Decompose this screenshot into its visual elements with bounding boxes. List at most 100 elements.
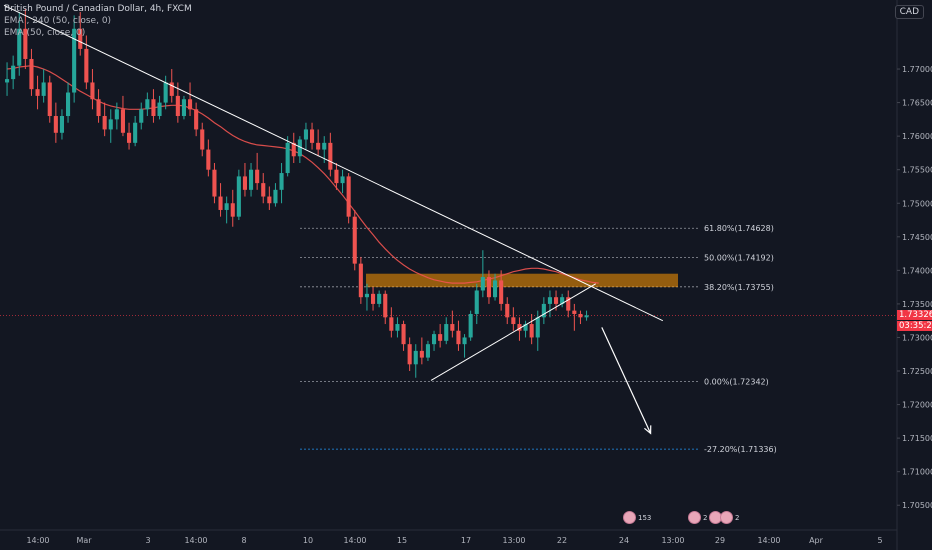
candle-body[interactable]: [151, 99, 156, 117]
candle-body[interactable]: [59, 116, 64, 133]
candle-body[interactable]: [407, 344, 412, 365]
economic-event-icon[interactable]: [623, 511, 636, 524]
candle-body[interactable]: [72, 28, 77, 93]
candle-body[interactable]: [474, 290, 479, 314]
candle-body[interactable]: [450, 324, 455, 331]
candle-body[interactable]: [316, 142, 321, 150]
candle-body[interactable]: [249, 169, 254, 190]
candle-body[interactable]: [358, 263, 363, 298]
candle-body[interactable]: [255, 169, 260, 184]
ascending-trendline[interactable]: [430, 283, 596, 381]
symbol-title[interactable]: British Pound / Canadian Dollar, 4h, FXC…: [4, 4, 192, 14]
candle-body[interactable]: [572, 310, 577, 314]
candle-body[interactable]: [236, 176, 241, 217]
candle-body[interactable]: [523, 324, 528, 331]
candle-body[interactable]: [29, 58, 34, 90]
candle-body[interactable]: [47, 82, 52, 117]
candle-body[interactable]: [230, 203, 235, 217]
candle-body[interactable]: [346, 176, 351, 217]
candle-body[interactable]: [11, 65, 16, 80]
candle-body[interactable]: [133, 122, 138, 143]
candle-body[interactable]: [499, 280, 504, 304]
projection-arrow-shaft[interactable]: [601, 327, 652, 434]
candle-body[interactable]: [194, 109, 199, 130]
candle-body[interactable]: [291, 142, 296, 157]
candle-body[interactable]: [297, 139, 302, 157]
candle-body[interactable]: [53, 116, 58, 133]
candle-body[interactable]: [511, 317, 516, 325]
candle-body[interactable]: [261, 183, 266, 197]
economic-event-icon[interactable]: [720, 511, 733, 524]
candle-body[interactable]: [206, 149, 211, 170]
event-group-3[interactable]: 2: [720, 511, 739, 524]
candle-body[interactable]: [114, 109, 119, 120]
candle-body[interactable]: [242, 176, 247, 190]
candle-body[interactable]: [5, 79, 10, 83]
economic-event-icon[interactable]: [688, 511, 701, 524]
candle-body[interactable]: [23, 28, 28, 59]
candle-body[interactable]: [175, 95, 180, 117]
candle-body[interactable]: [438, 334, 443, 341]
candle-body[interactable]: [102, 116, 107, 130]
ema-50-label[interactable]: EMA (50, close, 0): [4, 28, 86, 38]
candle-body[interactable]: [96, 99, 101, 117]
descending-trendline[interactable]: [3, 4, 664, 322]
candle-body[interactable]: [303, 129, 308, 140]
projection-arrow-head-icon[interactable]: [644, 425, 652, 435]
candle-body[interactable]: [425, 344, 430, 358]
candle-body[interactable]: [120, 109, 125, 133]
event-group-1[interactable]: 153: [623, 511, 651, 524]
candle-body[interactable]: [517, 324, 522, 331]
candle-body[interactable]: [145, 99, 150, 110]
candle-body[interactable]: [432, 334, 437, 345]
candle-body[interactable]: [340, 176, 345, 184]
candle-body[interactable]: [35, 89, 40, 96]
candle-body[interactable]: [90, 82, 95, 100]
candle-body[interactable]: [78, 28, 83, 49]
candle-body[interactable]: [486, 277, 491, 298]
candle-body[interactable]: [322, 142, 327, 150]
candle-body[interactable]: [108, 119, 113, 130]
candle-body[interactable]: [163, 82, 168, 103]
candle-body[interactable]: [584, 315, 589, 318]
candle-body[interactable]: [17, 28, 22, 66]
candle-body[interactable]: [41, 82, 46, 96]
candle-body[interactable]: [554, 297, 559, 304]
candle-body[interactable]: [273, 189, 278, 204]
candle-body[interactable]: [541, 303, 546, 318]
candle-body[interactable]: [66, 92, 71, 117]
candle-body[interactable]: [188, 99, 193, 110]
candle-body[interactable]: [401, 324, 406, 345]
candle-body[interactable]: [505, 303, 510, 318]
candle-body[interactable]: [529, 324, 534, 338]
candle-body[interactable]: [334, 169, 339, 184]
candle-body[interactable]: [535, 317, 540, 338]
candle-body[interactable]: [566, 297, 571, 311]
candle-body[interactable]: [181, 99, 186, 117]
candle-body[interactable]: [480, 277, 485, 291]
candle-body[interactable]: [468, 313, 473, 338]
candle-body[interactable]: [218, 196, 223, 210]
candle-body[interactable]: [377, 293, 382, 304]
candle-body[interactable]: [328, 142, 333, 170]
candle-body[interactable]: [547, 297, 552, 304]
candle-body[interactable]: [413, 350, 418, 365]
candle-body[interactable]: [285, 142, 290, 174]
candle-body[interactable]: [389, 317, 394, 331]
candle-body[interactable]: [371, 293, 376, 304]
resistance-zone[interactable]: [366, 273, 678, 288]
candle-body[interactable]: [279, 173, 284, 190]
candle-body[interactable]: [310, 129, 315, 143]
candle-body[interactable]: [169, 82, 174, 96]
candle-body[interactable]: [419, 350, 424, 358]
candle-body[interactable]: [224, 203, 229, 210]
candle-body[interactable]: [200, 129, 205, 150]
ema-240-label[interactable]: EMA , 240 (50, close, 0): [4, 16, 112, 26]
candle-body[interactable]: [127, 132, 132, 143]
candle-body[interactable]: [578, 313, 583, 318]
candle-body[interactable]: [352, 216, 357, 264]
candle-body[interactable]: [444, 324, 449, 341]
candle-body[interactable]: [267, 196, 272, 204]
candle-body[interactable]: [493, 280, 498, 298]
